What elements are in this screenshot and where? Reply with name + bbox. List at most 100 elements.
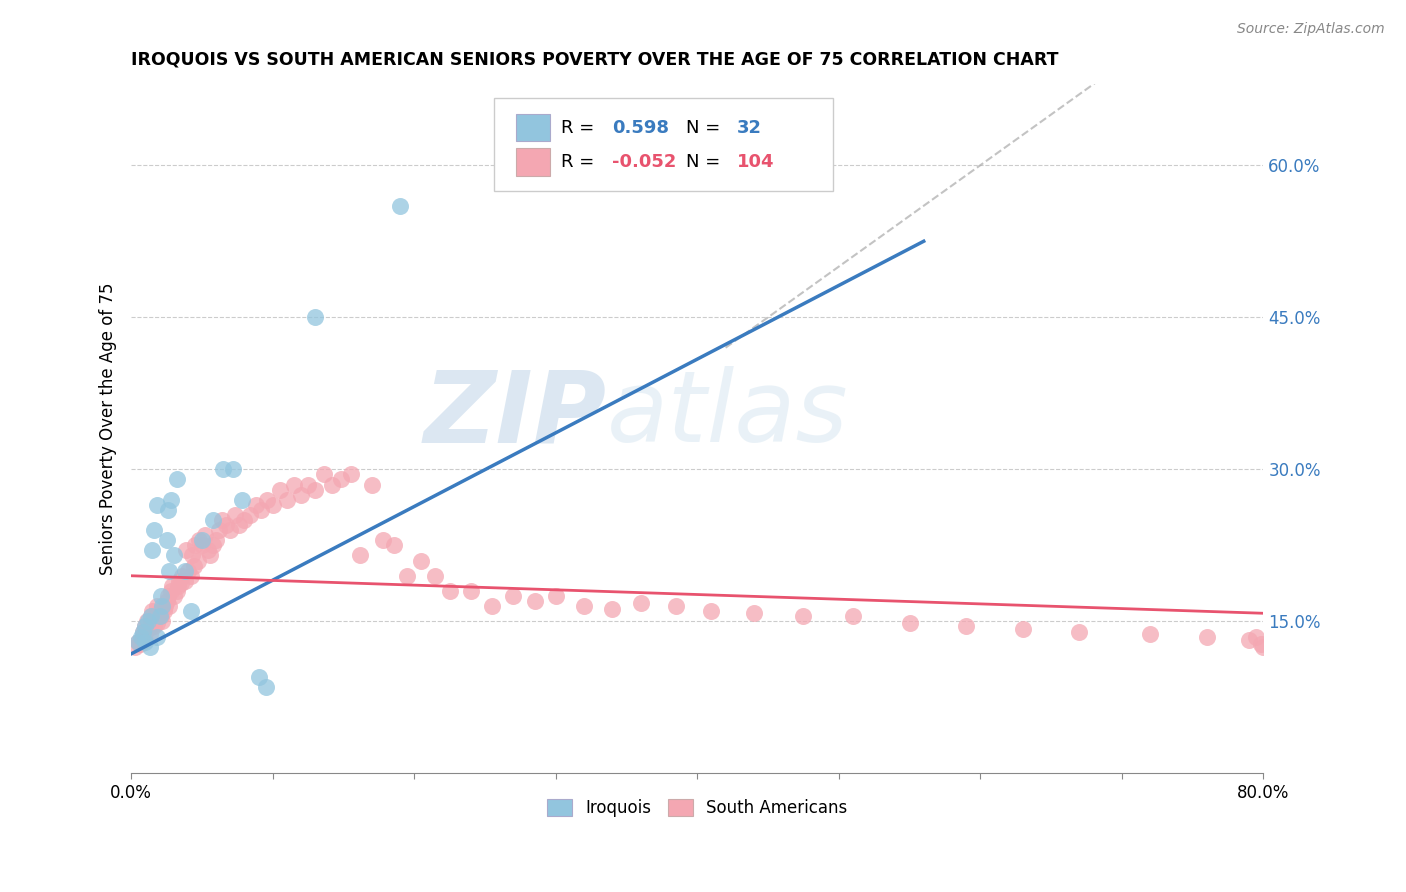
Point: [304, 483, 326, 497]
Point: [254, 680, 277, 694]
Point: [146, 609, 169, 624]
Point: [228, 518, 250, 533]
Point: [502, 589, 524, 603]
Point: [1195, 630, 1218, 644]
Point: [141, 543, 163, 558]
Point: [124, 640, 146, 654]
Point: [136, 623, 159, 637]
Point: [572, 599, 595, 614]
Point: [188, 533, 211, 548]
Point: [360, 477, 382, 491]
Point: [139, 609, 162, 624]
Point: [187, 553, 209, 567]
Point: [129, 630, 152, 644]
Point: [297, 477, 319, 491]
Text: -0.052: -0.052: [613, 153, 676, 171]
Text: N =: N =: [686, 119, 720, 136]
Point: [180, 568, 202, 582]
Point: [742, 607, 765, 621]
Point: [156, 594, 179, 608]
Point: [134, 619, 156, 633]
Point: [159, 564, 181, 578]
Point: [149, 589, 172, 603]
Point: [145, 630, 167, 644]
Point: [127, 634, 149, 648]
Point: [150, 599, 173, 614]
Point: [162, 579, 184, 593]
Text: 32: 32: [737, 119, 762, 136]
Point: [842, 609, 865, 624]
Point: [1237, 632, 1260, 647]
FancyBboxPatch shape: [516, 148, 550, 176]
Point: [396, 568, 419, 582]
Point: [148, 604, 170, 618]
Point: [191, 538, 214, 552]
Point: [1139, 626, 1161, 640]
Point: [131, 630, 153, 644]
Point: [138, 640, 160, 654]
Point: [1069, 624, 1091, 639]
Point: [191, 533, 214, 548]
Point: [247, 670, 270, 684]
Point: [169, 574, 191, 588]
Point: [269, 483, 291, 497]
Point: [389, 199, 412, 213]
Point: [792, 609, 814, 624]
Point: [523, 594, 546, 608]
Point: [197, 543, 219, 558]
Text: R =: R =: [561, 153, 595, 171]
Point: [138, 626, 160, 640]
Point: [425, 568, 447, 582]
Point: [339, 467, 361, 482]
Point: [156, 533, 179, 548]
Text: atlas: atlas: [607, 367, 848, 464]
Point: [163, 589, 186, 603]
Point: [145, 599, 167, 614]
Point: [166, 473, 188, 487]
Point: [159, 599, 181, 614]
Point: [134, 634, 156, 648]
Point: [602, 602, 624, 616]
Point: [163, 549, 186, 563]
Point: [135, 615, 157, 629]
Point: [134, 632, 156, 647]
Point: [239, 508, 262, 522]
Point: [142, 523, 165, 537]
Point: [152, 604, 174, 618]
Point: [129, 632, 152, 647]
Point: [200, 549, 222, 563]
Point: [304, 310, 326, 325]
Point: [208, 523, 231, 537]
Point: [148, 609, 170, 624]
Point: [174, 574, 197, 588]
Point: [131, 624, 153, 639]
Point: [202, 538, 225, 552]
Point: [1246, 630, 1268, 644]
Point: [411, 553, 433, 567]
Point: [373, 533, 395, 548]
Point: [439, 584, 461, 599]
Point: [160, 492, 183, 507]
Point: [183, 558, 205, 573]
Point: [149, 609, 172, 624]
Point: [184, 538, 207, 552]
Point: [176, 543, 198, 558]
Point: [127, 634, 149, 648]
Point: [1253, 640, 1275, 654]
Text: 0.598: 0.598: [613, 119, 669, 136]
Point: [141, 604, 163, 618]
Point: [180, 604, 202, 618]
Point: [219, 523, 242, 537]
Point: [132, 626, 155, 640]
Text: ZIP: ZIP: [423, 367, 607, 464]
Text: N =: N =: [686, 153, 720, 171]
Point: [131, 624, 153, 639]
Point: [250, 503, 273, 517]
Y-axis label: Seniors Poverty Over the Age of 75: Seniors Poverty Over the Age of 75: [100, 283, 117, 575]
Text: IROQUOIS VS SOUTH AMERICAN SENIORS POVERTY OVER THE AGE OF 75 CORRELATION CHART: IROQUOIS VS SOUTH AMERICAN SENIORS POVER…: [131, 51, 1059, 69]
Point: [166, 584, 188, 599]
Point: [145, 498, 167, 512]
Point: [329, 473, 352, 487]
Point: [155, 599, 177, 614]
Point: [157, 503, 180, 517]
